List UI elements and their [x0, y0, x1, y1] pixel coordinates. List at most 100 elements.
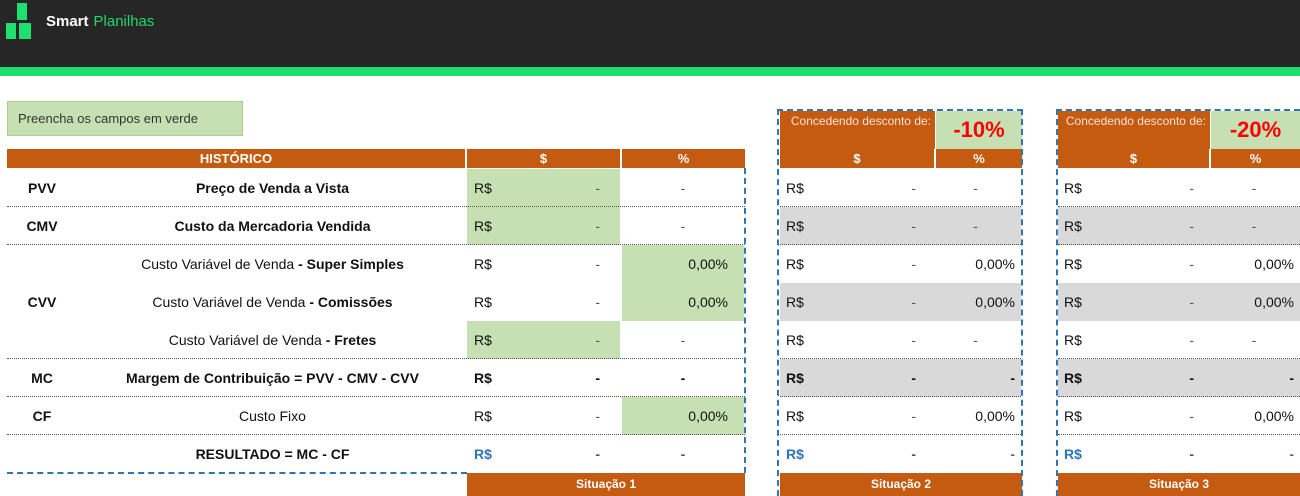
sit1-currency: R$ [474, 180, 492, 196]
sit1-percent: - [680, 332, 686, 348]
sit2-value: - [911, 370, 916, 386]
discount-label-3: Concedendo desconto de: [1058, 111, 1210, 149]
row-separator [780, 206, 1021, 207]
sit2-value: - [911, 180, 916, 196]
sit1-money-cell[interactable] [467, 169, 620, 207]
sit1-percent[interactable]: 0,00% [622, 245, 744, 283]
sit3-currency: R$ [1064, 294, 1082, 310]
row-separator [1058, 244, 1300, 245]
row-label-main: Custo da Mercadoria Vendida [174, 218, 371, 234]
sit3-currency: R$ [1064, 256, 1082, 272]
sit2-currency: R$ [786, 256, 804, 272]
accent-line [0, 67, 1300, 76]
row-separator [780, 396, 1021, 397]
brand-light: Planilhas [93, 13, 155, 30]
sit2-value: - [911, 332, 916, 348]
sit2-value: - [911, 408, 916, 424]
sit2-currency: R$ [786, 332, 804, 348]
sit3-money-header: $ [1058, 149, 1209, 168]
sit1-percent: - [680, 180, 686, 196]
table-row: PVV Preço de Venda a Vista R$ - - R$ - - R$ - - [0, 169, 1300, 207]
sit3-currency: R$ [1064, 370, 1082, 386]
row-label: Custo Variável de Venda - Comissões [80, 283, 465, 321]
sit1-percent[interactable]: 0,00% [622, 283, 744, 321]
row-separator [7, 206, 745, 207]
sit2-currency: R$ [786, 370, 804, 386]
table-row: RESULTADO = MC - CF R$ - - R$ - - R$ - - [0, 435, 1300, 473]
row-label-main: Custo Fixo [239, 408, 306, 424]
row-code: PVV [27, 180, 56, 196]
sit2-row-shade [780, 283, 1021, 321]
row-separator [780, 244, 1021, 245]
row-label-main: Margem de Contribuição = PVV - CMV - CVV [126, 370, 419, 386]
sit3-value: - [1189, 446, 1194, 462]
discount-input-3[interactable]: -20% [1211, 111, 1300, 149]
sit3-value: - [1189, 370, 1194, 386]
row-label: Custo Variável de Venda - Fretes [80, 321, 465, 359]
row-separator [780, 434, 1021, 435]
sit3-row-shade [1058, 283, 1300, 321]
sit1-value[interactable]: - [595, 180, 600, 196]
sit1-percent: - [680, 446, 686, 462]
sit1-money-cell[interactable] [467, 207, 620, 245]
situation-3-footer: Situação 3 [1058, 473, 1300, 496]
sit3-percent: 0,00% [1254, 256, 1294, 272]
sit1-currency: R$ [474, 446, 492, 462]
sit3-value: - [1189, 256, 1194, 272]
sit2-currency: R$ [786, 294, 804, 310]
sit2-percent: - [973, 218, 978, 234]
row-code [7, 245, 77, 283]
row-code: CF [32, 408, 52, 424]
row-label-main: - Super Simples [298, 256, 404, 272]
sit1-currency: R$ [474, 294, 492, 310]
sit3-currency: R$ [1064, 332, 1082, 348]
sit3-row-shade [1058, 207, 1300, 245]
sit1-value: - [595, 256, 600, 272]
row-label-prefix: Custo Variável de Venda [141, 256, 299, 272]
sit2-pct-header: % [936, 149, 1022, 168]
row-code: CVV [27, 294, 57, 310]
row-separator [7, 244, 745, 245]
discount-input-2[interactable]: -10% [936, 111, 1022, 149]
sit3-percent: - [1251, 180, 1257, 196]
sit2-value: - [911, 294, 916, 310]
border-bottom-left [7, 472, 467, 474]
border-sit3-left [1056, 109, 1058, 496]
sit1-value[interactable]: - [595, 218, 600, 234]
row-separator [780, 358, 1021, 359]
sit2-row-shade [780, 359, 1021, 397]
sit2-percent: 0,00% [975, 408, 1015, 424]
sit3-currency: R$ [1064, 446, 1082, 462]
sit2-percent: - [1010, 370, 1015, 386]
border-sit2-left [777, 109, 779, 496]
sit2-percent: 0,00% [975, 294, 1015, 310]
row-separator [1058, 434, 1300, 435]
border-sit3-top [1056, 109, 1300, 111]
situation-2-footer: Situação 2 [780, 473, 1022, 496]
sit3-currency: R$ [1064, 218, 1082, 234]
sit1-money-cell[interactable] [467, 321, 620, 359]
table-row: CMV Custo da Mercadoria Vendida R$ - - R$ - - R$… [0, 207, 1300, 245]
sit3-value: - [1189, 218, 1194, 234]
sit2-percent: - [973, 180, 978, 196]
sit3-value: - [1189, 408, 1194, 424]
sit1-value: - [595, 446, 600, 462]
border-sit2-right [1021, 109, 1023, 496]
sit1-currency: R$ [474, 218, 492, 234]
sit1-value[interactable]: - [595, 332, 600, 348]
sit3-currency: R$ [1064, 180, 1082, 196]
sit3-currency: R$ [1064, 408, 1082, 424]
border-sit2-top [777, 109, 1023, 111]
sit1-percent[interactable]: 0,00% [622, 397, 744, 435]
row-label: Custo Variável de Venda - Super Simples [80, 245, 465, 283]
row-label: Custo Fixo [80, 397, 465, 435]
sit3-value: - [1189, 180, 1194, 196]
sit2-value: - [911, 218, 916, 234]
sit1-currency: R$ [474, 332, 492, 348]
row-label-prefix: Custo Variável de Venda [152, 294, 310, 310]
row-label-main: - Fretes [325, 332, 377, 348]
sit2-row-shade [780, 207, 1021, 245]
table-row: CVV Custo Variável de Venda - Comissões R$… [0, 283, 1300, 321]
sit2-percent: 0,00% [975, 256, 1015, 272]
sit1-currency: R$ [474, 408, 492, 424]
